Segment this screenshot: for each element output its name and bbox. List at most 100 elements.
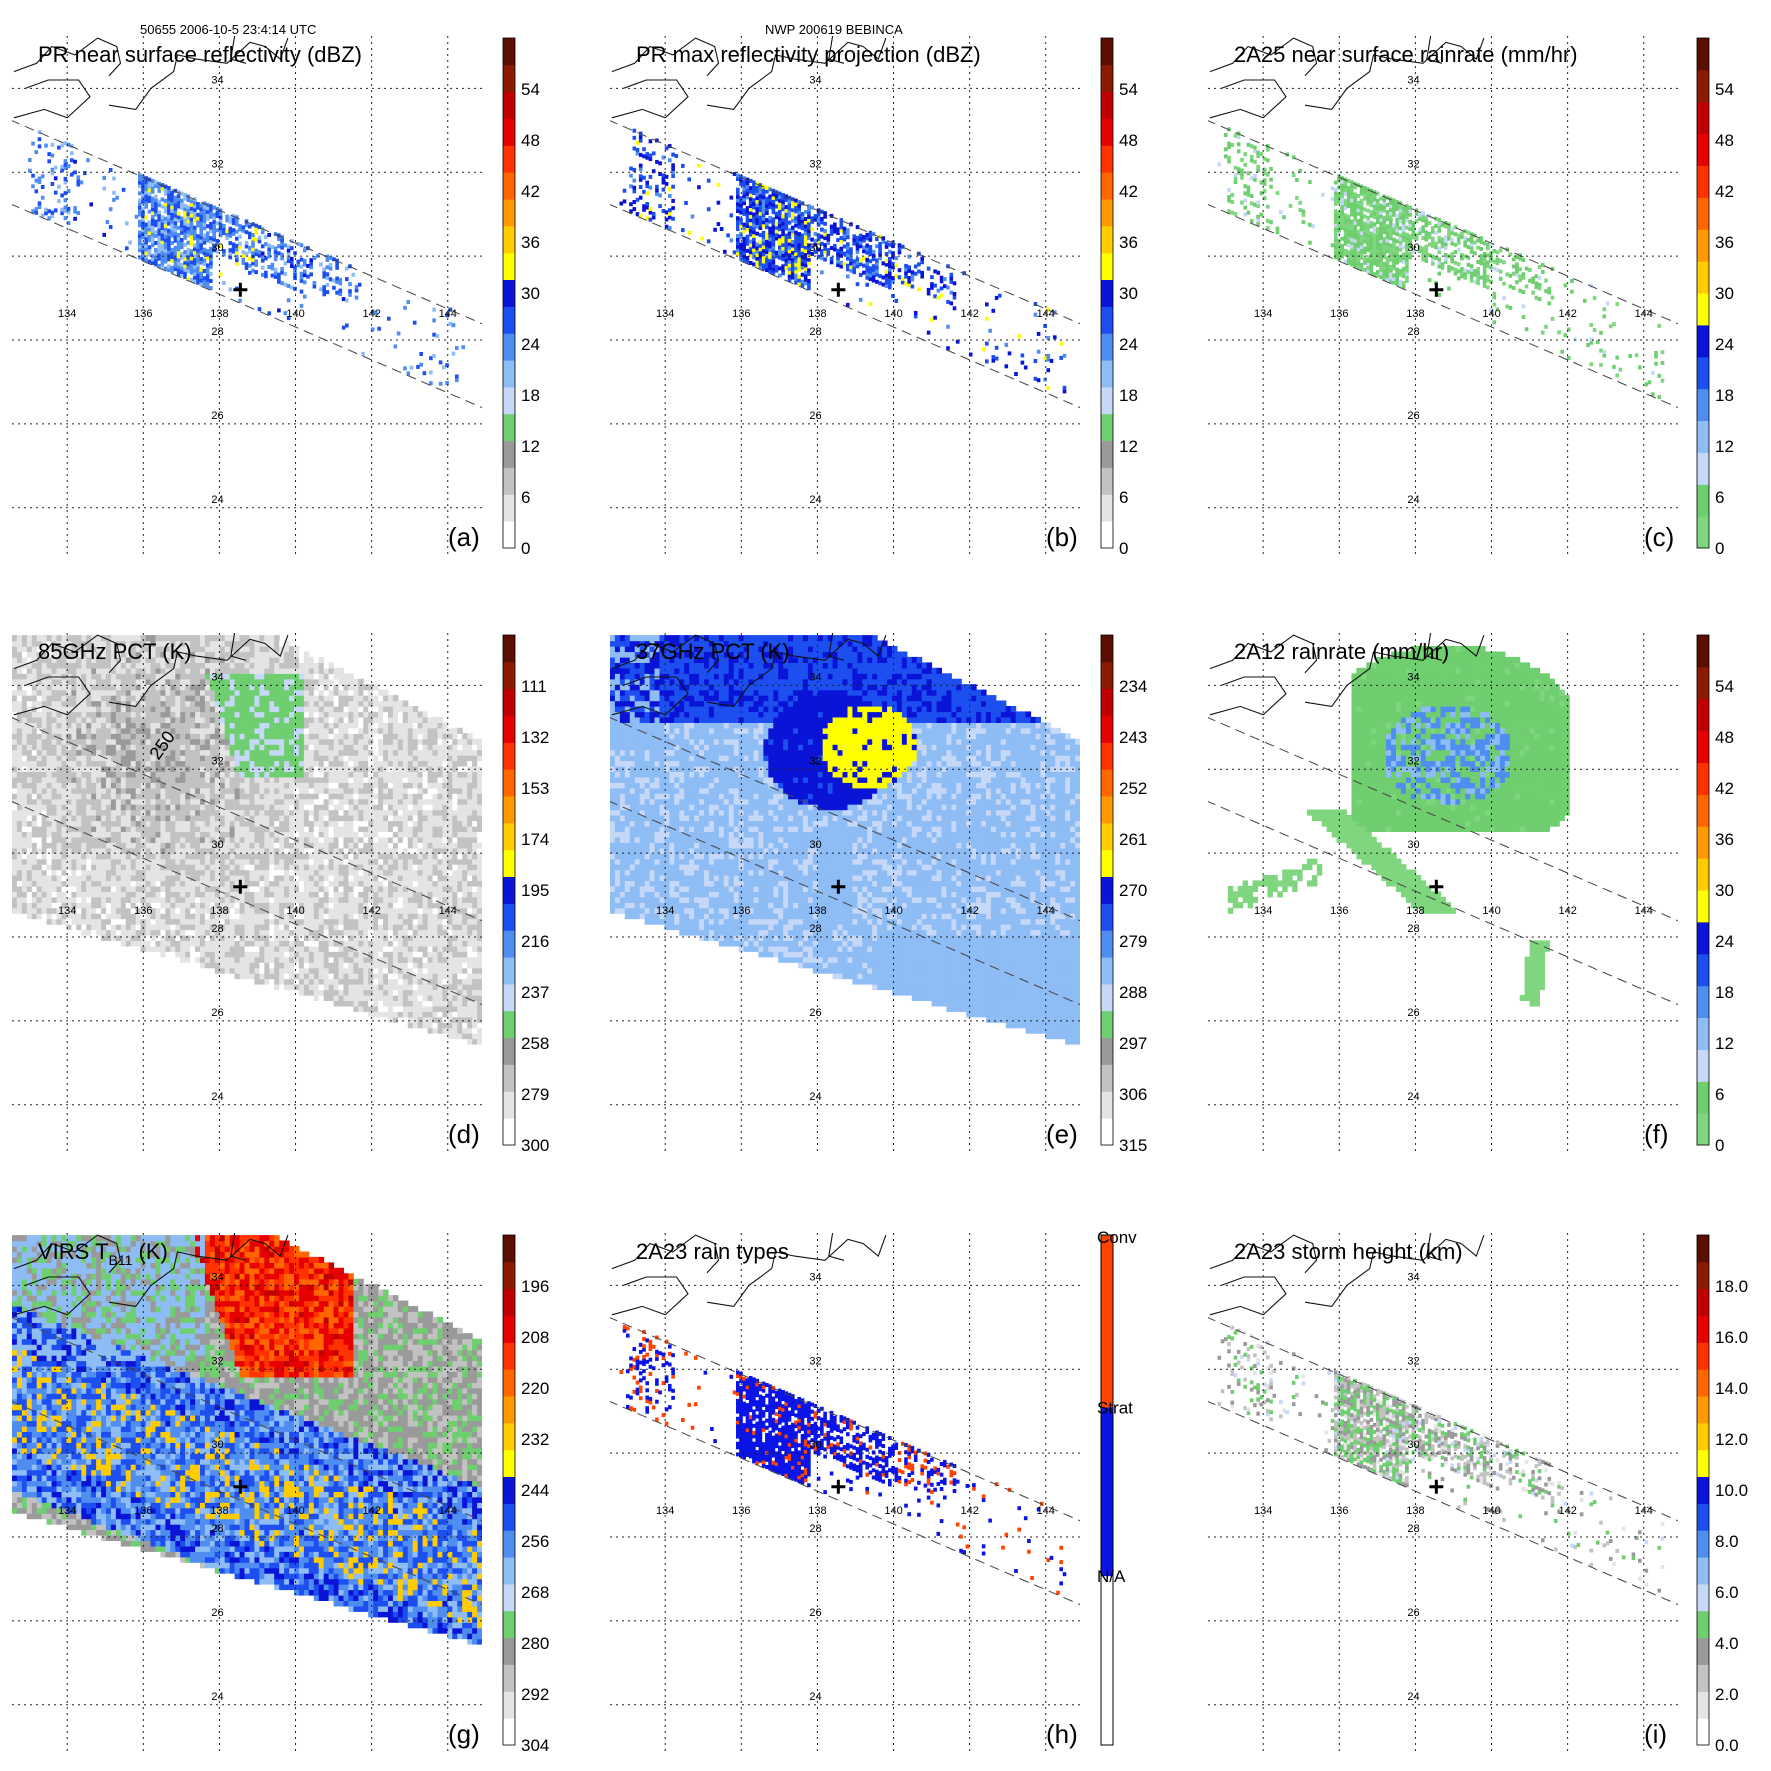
pixel bbox=[31, 651, 38, 658]
pixel bbox=[56, 651, 62, 658]
pixel bbox=[254, 270, 258, 275]
pixel bbox=[1369, 242, 1374, 247]
pixel bbox=[125, 684, 132, 691]
pixel bbox=[1534, 285, 1539, 289]
pixel bbox=[1389, 250, 1393, 255]
pixel bbox=[76, 760, 82, 767]
pixel bbox=[354, 295, 359, 300]
pixel bbox=[807, 214, 811, 219]
pixel bbox=[1405, 218, 1409, 223]
pixel bbox=[846, 302, 850, 307]
pixel bbox=[145, 760, 152, 767]
pixel bbox=[277, 272, 281, 277]
pixel bbox=[176, 200, 181, 205]
pixel bbox=[71, 831, 77, 838]
pixel bbox=[125, 842, 132, 849]
lon-tick-label: 136 bbox=[134, 308, 152, 320]
pixel bbox=[125, 864, 132, 871]
pixel bbox=[56, 765, 62, 772]
pixel bbox=[106, 738, 112, 745]
pixel bbox=[130, 787, 137, 794]
pixel bbox=[16, 782, 23, 789]
pixel bbox=[1492, 259, 1497, 264]
pixel bbox=[96, 706, 102, 713]
pixel bbox=[12, 853, 18, 860]
pixel bbox=[1334, 201, 1338, 206]
pixel bbox=[897, 275, 902, 280]
pixel bbox=[135, 727, 142, 734]
pixel bbox=[185, 776, 191, 783]
pixel bbox=[1521, 258, 1526, 262]
pixel bbox=[1486, 260, 1490, 265]
pixel bbox=[26, 902, 33, 909]
pixel bbox=[190, 646, 196, 653]
pixel bbox=[648, 174, 653, 179]
pixel bbox=[165, 716, 171, 723]
pixel bbox=[150, 940, 156, 947]
pixel bbox=[144, 190, 148, 195]
pixel bbox=[12, 706, 18, 713]
pixel bbox=[939, 286, 944, 291]
pixel bbox=[51, 891, 58, 898]
pixel bbox=[141, 217, 145, 222]
pixel bbox=[917, 269, 921, 274]
pixel bbox=[1256, 204, 1260, 209]
pixel bbox=[1340, 186, 1344, 191]
pixel bbox=[664, 217, 669, 222]
colorbar-tick-label: 24 bbox=[521, 335, 540, 354]
pixel bbox=[154, 212, 158, 217]
pixel bbox=[46, 706, 53, 713]
pixel bbox=[1408, 234, 1412, 239]
pixel bbox=[170, 804, 176, 811]
pixel bbox=[135, 706, 142, 713]
pixel bbox=[170, 744, 176, 751]
pixel bbox=[1444, 245, 1448, 250]
pixel bbox=[1434, 241, 1438, 246]
pixel bbox=[1498, 269, 1503, 274]
pixel bbox=[40, 195, 45, 200]
pixel bbox=[778, 198, 782, 203]
pixel bbox=[202, 237, 207, 241]
pixel bbox=[150, 820, 156, 827]
pixel bbox=[61, 656, 67, 663]
pixel bbox=[130, 836, 137, 843]
pixel bbox=[794, 209, 798, 214]
pixel bbox=[60, 211, 64, 216]
pixel bbox=[1660, 360, 1665, 365]
pixel bbox=[140, 782, 147, 789]
pixel bbox=[66, 875, 72, 882]
pixel bbox=[784, 219, 789, 224]
pixel bbox=[56, 885, 62, 892]
pixel bbox=[50, 210, 55, 215]
pixel bbox=[771, 235, 776, 240]
pixel bbox=[140, 880, 147, 887]
pixel bbox=[748, 253, 753, 258]
pixel bbox=[170, 233, 174, 238]
pixel bbox=[115, 804, 122, 811]
pixel bbox=[771, 249, 776, 254]
pixel bbox=[755, 224, 759, 229]
pixel bbox=[125, 913, 132, 920]
pixel bbox=[1401, 227, 1406, 232]
pixel bbox=[86, 700, 92, 707]
pixel bbox=[96, 733, 102, 740]
pixel bbox=[797, 235, 801, 240]
pixel bbox=[190, 831, 196, 838]
pixel bbox=[658, 204, 662, 209]
pixel bbox=[101, 787, 107, 794]
pixel bbox=[125, 755, 132, 762]
pixel bbox=[345, 277, 349, 282]
pixel bbox=[891, 279, 895, 284]
pixel bbox=[1502, 260, 1506, 265]
pixel bbox=[46, 875, 53, 882]
pixel bbox=[930, 317, 934, 322]
coastline bbox=[108, 37, 289, 110]
pixel bbox=[752, 212, 756, 217]
colorbar-segment bbox=[503, 386, 515, 415]
pixel bbox=[160, 929, 166, 936]
pixel bbox=[125, 804, 132, 811]
pixel bbox=[1046, 357, 1051, 362]
pixel bbox=[110, 793, 117, 800]
pixel bbox=[145, 755, 152, 762]
pixel bbox=[302, 273, 307, 278]
